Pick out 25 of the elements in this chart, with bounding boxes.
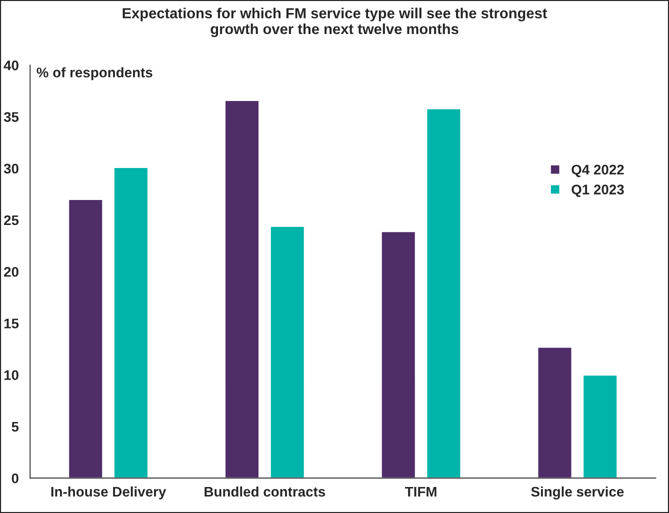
bar: [582, 374, 618, 478]
legend-label: Q1 2023: [572, 184, 624, 198]
bar: [224, 100, 260, 478]
y-tick-label: 25: [4, 215, 19, 226]
y-tick-label: 0: [12, 473, 18, 484]
bar: [426, 108, 462, 478]
y-tick-label: 35: [4, 112, 19, 122]
y-tick-label: 20: [4, 266, 18, 277]
bar: [269, 226, 306, 478]
x-tick-label: In-house Delivery: [51, 486, 166, 500]
y-tick-label: 5: [12, 422, 19, 432]
x-tick-label: Single service: [531, 486, 624, 500]
bar: [536, 346, 573, 478]
legend-label: Q4 2022: [572, 164, 624, 178]
chart-title: Expectations for which FM service type will see the strongest growth over the next twelve months: [122, 8, 548, 38]
y-tick-label: 40: [4, 60, 18, 70]
y-axis-title: % of respondents: [36, 67, 152, 80]
x-tick-label: TIFM: [405, 486, 436, 497]
bar: [68, 198, 104, 478]
bar: [380, 230, 416, 478]
y-tick-label: 10: [4, 370, 18, 380]
x-tick-label: Bundled contracts: [204, 486, 326, 497]
y-tick-label: 30: [4, 164, 18, 174]
bar: [113, 166, 149, 478]
y-tick-label: 15: [4, 318, 19, 328]
